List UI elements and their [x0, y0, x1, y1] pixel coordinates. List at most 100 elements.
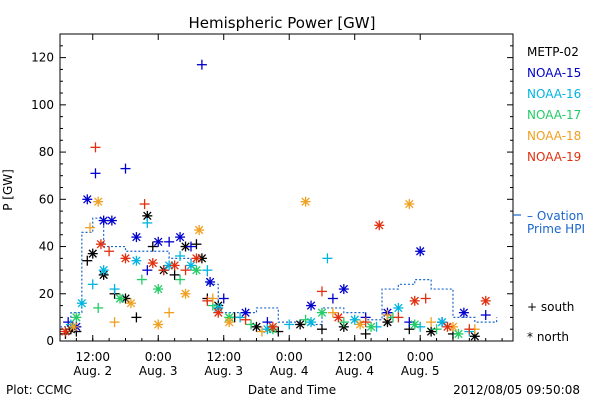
- noaa-18-north-point: [153, 319, 164, 330]
- noaa-16-south-point: [109, 284, 120, 295]
- x-tick-date-label: Aug. 3: [139, 364, 178, 378]
- marker-stroke: [252, 322, 261, 332]
- legend-noaa-17: NOAA-17: [527, 108, 581, 122]
- noaa-16-south-point: [87, 279, 98, 290]
- marker-stroke: [96, 239, 106, 249]
- marker-stroke: [301, 197, 310, 206]
- noaa-18-north-point: [300, 196, 311, 207]
- noaa-15-north-point: [175, 232, 186, 243]
- marker-stroke: [410, 320, 419, 329]
- marker-stroke: [394, 303, 403, 313]
- y-tick-label: 100: [31, 98, 54, 112]
- x-tick-time-label: 12:00: [75, 350, 110, 364]
- noaa-16-north-point: [393, 302, 404, 313]
- y-tick-label: 80: [39, 145, 54, 159]
- noaa-16-north-point: [437, 317, 448, 328]
- noaa-15-south-point: [90, 168, 101, 179]
- marker-stroke: [126, 299, 136, 308]
- marker-stroke: [205, 277, 215, 287]
- y-tick-label: 60: [39, 192, 54, 206]
- x-tick-date-label: Aug. 5: [401, 364, 440, 378]
- marker-stroke: [181, 242, 190, 251]
- noaa-19-north-point: [374, 220, 385, 231]
- marker-stroke: [154, 284, 163, 294]
- noaa-15-south-point: [164, 236, 175, 247]
- marker-stroke: [99, 216, 108, 225]
- plot-timestamp: 2012/08/05 09:50:08: [453, 383, 580, 397]
- noaa-15-north-point: [458, 307, 469, 318]
- marker-stroke: [224, 317, 234, 327]
- noaa-15-south-point: [142, 265, 153, 276]
- noaa-15-north-point: [153, 236, 164, 247]
- noaa-17-north-point: [191, 265, 202, 276]
- noaa-18-south-point: [426, 317, 437, 328]
- marker-stroke: [132, 232, 141, 242]
- metp-02-north-point: [426, 326, 437, 337]
- legend-marker-south: + south: [527, 300, 574, 314]
- metp-02-south-point: [169, 269, 180, 280]
- noaa-17-south-point: [136, 274, 147, 285]
- metp-02-north-point: [87, 248, 98, 259]
- marker-stroke: [154, 237, 163, 247]
- noaa-16-south-point: [175, 250, 186, 261]
- metp-02-south-point: [131, 312, 142, 323]
- marker-stroke: [143, 211, 152, 221]
- noaa-18-south-point: [256, 326, 267, 337]
- marker-stroke: [306, 301, 316, 310]
- noaa-15-north-point: [106, 215, 117, 226]
- metp-02-north-point: [251, 321, 262, 332]
- noaa-18-south-point: [164, 307, 175, 318]
- metp-02-south-point: [147, 241, 158, 252]
- noaa-16-north-point: [306, 317, 317, 328]
- noaa-16-south-point: [202, 265, 213, 276]
- noaa-17-south-point: [246, 319, 257, 330]
- metp-02-south-point: [316, 324, 327, 335]
- marker-stroke: [241, 308, 250, 317]
- noaa-18-south-point: [207, 293, 218, 304]
- noaa-18-north-point: [224, 317, 235, 328]
- noaa-18-north-point: [180, 288, 191, 299]
- noaa-15-south-point: [480, 310, 491, 321]
- noaa-15-south-point: [327, 293, 338, 304]
- marker-stroke: [107, 216, 117, 225]
- y-tick-label: 20: [39, 287, 54, 301]
- marker-stroke: [69, 322, 78, 332]
- noaa-16-north-point: [131, 255, 142, 266]
- noaa-19-north-point: [191, 253, 202, 264]
- noaa-19-north-point: [169, 260, 180, 271]
- noaa-19-north-point: [213, 307, 224, 318]
- marker-stroke: [405, 199, 414, 209]
- noaa-19-south-point: [316, 286, 327, 297]
- marker-stroke: [443, 322, 452, 332]
- marker-stroke: [132, 256, 141, 265]
- marker-stroke: [72, 313, 81, 322]
- noaa-19-north-point: [267, 321, 278, 332]
- marker-stroke: [306, 317, 316, 327]
- marker-stroke: [93, 197, 103, 206]
- noaa-17-north-point: [409, 319, 420, 330]
- marker-stroke: [470, 332, 480, 341]
- legend-ovation-prime-hpi: – Ovation: [527, 209, 584, 223]
- marker-stroke: [459, 308, 469, 317]
- noaa-17-south-point: [300, 314, 311, 325]
- y-tick-label: 40: [39, 240, 54, 254]
- marker-stroke: [154, 320, 163, 329]
- legend-noaa-16: NOAA-16: [527, 87, 581, 101]
- x-axis-label: Date and Time: [248, 383, 336, 397]
- noaa-17-north-point: [453, 328, 464, 339]
- marker-stroke: [350, 315, 359, 324]
- x-tick-time-label: 0:00: [276, 350, 303, 364]
- marker-stroke: [366, 322, 376, 332]
- noaa-18-north-point: [194, 225, 205, 236]
- noaa-15-south-point: [196, 59, 207, 70]
- x-tick-date-label: Aug. 2: [73, 364, 112, 378]
- noaa-17-north-point: [366, 321, 377, 332]
- legend-metp-02: METP-02: [527, 45, 579, 59]
- y-tick-label: 120: [31, 51, 54, 65]
- noaa-15-north-point: [338, 284, 349, 295]
- noaa-18-north-point: [68, 321, 79, 332]
- noaa-19-north-point: [333, 312, 344, 323]
- marker-stroke: [481, 296, 490, 306]
- marker-stroke: [170, 261, 179, 270]
